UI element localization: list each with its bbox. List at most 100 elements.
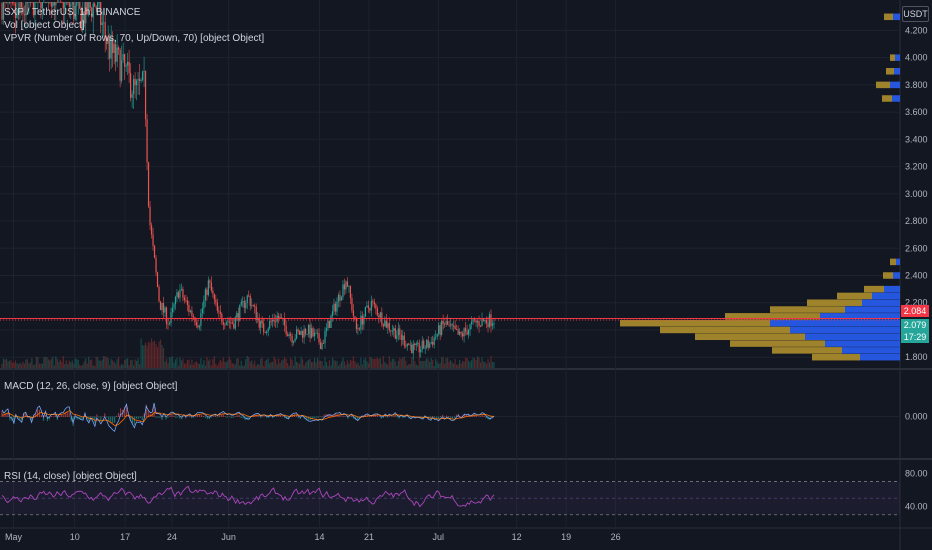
candle-body bbox=[44, 2, 46, 3]
macd-histogram-bar bbox=[394, 414, 396, 417]
macd-histogram-bar bbox=[264, 416, 266, 417]
candle-body bbox=[436, 333, 438, 337]
macd-histogram-bar bbox=[426, 416, 428, 417]
volume-bar bbox=[312, 361, 314, 368]
candle-body bbox=[50, 2, 52, 7]
macd-histogram-bar bbox=[42, 416, 45, 421]
candle-body bbox=[414, 343, 416, 346]
currency-badge[interactable]: USDT bbox=[902, 6, 929, 22]
macd-histogram-bar bbox=[287, 416, 290, 420]
volume-bar bbox=[32, 365, 35, 368]
volume-bar bbox=[252, 364, 254, 368]
volume-bar bbox=[224, 361, 226, 368]
volume-bar bbox=[470, 360, 473, 368]
macd-histogram-bar bbox=[19, 416, 21, 421]
volume-bar bbox=[260, 358, 262, 368]
volume-bar bbox=[225, 362, 227, 368]
macd-histogram-bar bbox=[198, 414, 201, 417]
candle-body bbox=[460, 331, 462, 334]
candle-body bbox=[23, 14, 26, 16]
volume-bar bbox=[467, 360, 470, 368]
candle-body bbox=[156, 272, 159, 287]
candle-body bbox=[427, 339, 429, 348]
candle-body bbox=[373, 302, 375, 305]
time-tick-label: 14 bbox=[314, 532, 324, 542]
candle-body bbox=[394, 328, 396, 339]
candle-body bbox=[266, 331, 268, 333]
volume-bar bbox=[397, 360, 399, 368]
candle-body bbox=[62, 2, 64, 9]
volume-profile-up bbox=[825, 340, 900, 347]
candle-body bbox=[385, 320, 387, 328]
candle-body bbox=[104, 22, 106, 37]
price-tick-label: 3.200 bbox=[905, 162, 928, 172]
candle-body bbox=[162, 303, 165, 313]
candle-body bbox=[321, 343, 323, 350]
macd-histogram-bar bbox=[268, 416, 270, 419]
candle-body bbox=[337, 294, 340, 302]
symbol-legend[interactable]: SXP / TetherUS, 1h, BINANCE bbox=[4, 7, 141, 18]
candle-body bbox=[153, 245, 156, 258]
macd-histogram-bar bbox=[444, 416, 446, 418]
volume-bar bbox=[106, 357, 108, 368]
volume-profile-down bbox=[890, 54, 895, 61]
macd-histogram-bar bbox=[305, 416, 307, 420]
volume-bar bbox=[104, 356, 106, 368]
candle-body bbox=[261, 320, 263, 324]
candle-body bbox=[2, 2, 5, 20]
volume-bar bbox=[177, 365, 180, 368]
candle-body bbox=[466, 331, 468, 335]
volume-bar bbox=[246, 356, 248, 368]
volume-bar bbox=[491, 362, 494, 368]
candle-body bbox=[127, 61, 129, 66]
volume-bar bbox=[298, 363, 301, 368]
volume-bar bbox=[95, 356, 97, 368]
volume-bar bbox=[488, 362, 491, 368]
candle-body bbox=[224, 324, 226, 326]
candle-body bbox=[417, 342, 419, 344]
volume-bar bbox=[411, 357, 413, 368]
macd-histogram-bar bbox=[297, 416, 299, 418]
macd-histogram-bar bbox=[9, 416, 11, 421]
volume-bar bbox=[414, 360, 416, 368]
macd-line-overlay bbox=[1, 403, 495, 432]
volume-bar bbox=[481, 357, 483, 368]
volume-legend[interactable]: Vol [object Object] bbox=[4, 20, 85, 31]
candle-body bbox=[197, 325, 199, 328]
candle-body bbox=[278, 315, 280, 319]
volume-bar bbox=[231, 363, 233, 368]
rsi-legend-text[interactable]: RSI (14, close) [object Object] bbox=[4, 471, 137, 482]
volume-bar bbox=[358, 365, 361, 368]
macd-legend-text[interactable]: MACD (12, 26, close, 9) [object Object] bbox=[4, 381, 178, 392]
volume-bar bbox=[121, 363, 123, 368]
price-tick-label: 2.400 bbox=[905, 271, 928, 281]
macd-histogram-bar bbox=[368, 416, 371, 417]
candle-body bbox=[8, 2, 11, 3]
macd-histogram-bar bbox=[224, 416, 226, 417]
volume-bar bbox=[173, 362, 175, 368]
macd-histogram-bar bbox=[329, 414, 331, 417]
price-legend: SXP / TetherUS, 1h, BINANCE Vol [object … bbox=[4, 6, 264, 45]
rsi-tick-label: 80.00 bbox=[905, 468, 928, 478]
vpvr-legend[interactable]: VPVR (Number Of Rows, 70, Up/Down, 70) [… bbox=[4, 33, 265, 44]
volume-bar bbox=[52, 356, 54, 368]
candle-body bbox=[275, 321, 277, 323]
volume-bar bbox=[127, 358, 129, 368]
volume-bar bbox=[128, 364, 130, 368]
candle-body bbox=[92, 3, 94, 18]
volume-bar bbox=[379, 357, 381, 368]
macd-histogram-bar bbox=[200, 415, 203, 417]
volume-bar bbox=[221, 361, 223, 368]
candle-body bbox=[272, 320, 274, 322]
volume-bar bbox=[116, 359, 118, 368]
candle-body bbox=[225, 322, 227, 325]
candle-body bbox=[281, 317, 283, 319]
macd-histogram-bar bbox=[390, 416, 392, 418]
candle-body bbox=[470, 321, 473, 325]
volume-bar bbox=[479, 362, 482, 368]
volume-bar bbox=[316, 357, 319, 368]
volume-bar bbox=[450, 360, 452, 368]
volume-bar bbox=[367, 363, 369, 368]
